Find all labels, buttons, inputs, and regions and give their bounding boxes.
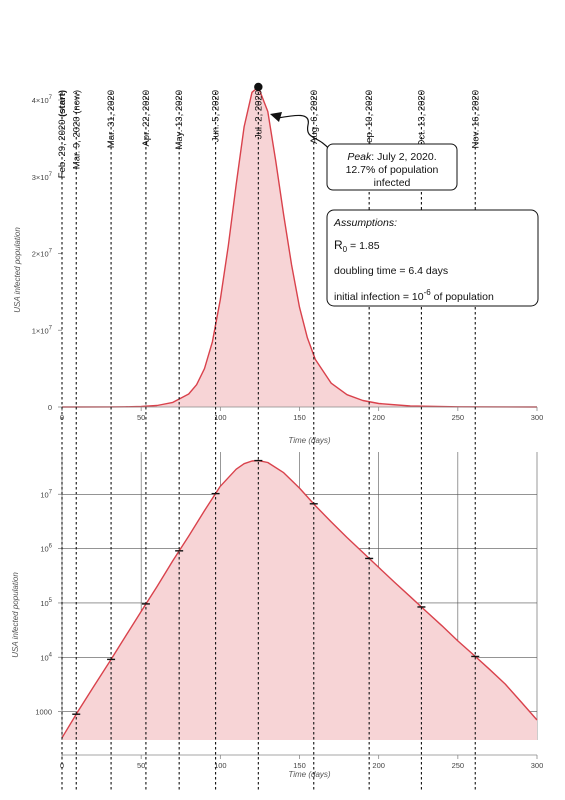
y-tick-label: 1000 <box>35 708 52 717</box>
date-marker-labels: Feb. 29, 2020 (start) Mar. 9, 2020 (now) M… <box>57 90 481 178</box>
y-tick-label: 2×107 <box>32 249 53 259</box>
date-label: Oct. 13, 2020 <box>416 90 427 147</box>
assumptions-title: Assumptions: <box>333 217 397 229</box>
peak-line-2: 12.7% of population <box>346 164 439 176</box>
peak-arrow <box>277 114 331 151</box>
x-tick-label: 300 <box>531 761 544 770</box>
peak-annotation: Peak: July 2, 2020. 12.7% of population … <box>270 112 458 191</box>
date-label: Aug. 6, 2020 <box>309 90 320 144</box>
assumption-r0: R0 = 1.85 <box>334 238 380 254</box>
y-tick-label: 106 <box>40 544 52 554</box>
y-tick-label: 107 <box>40 489 52 499</box>
assumption-doubling: doubling time = 6.4 days <box>334 265 448 277</box>
x-axis-label: Time (days) <box>288 770 330 779</box>
y-tick-label: 3×107 <box>32 172 53 182</box>
x-tick-label: 250 <box>452 761 465 770</box>
assumptions-annotation: Assumptions: R0 = 1.85 doubling time = 6… <box>326 209 539 307</box>
date-label: Apr. 22, 2020 <box>141 90 152 147</box>
log-scale-panel: 0 50 100 150 200 250 300 1000 104 105 106 107 Time (… <box>11 452 543 779</box>
x-tick-label: 150 <box>293 761 306 770</box>
x-tick-label: 200 <box>372 761 385 770</box>
x-tick-label: 200 <box>372 413 385 422</box>
x-tick-label: 50 <box>137 413 145 422</box>
peak-line-3: infected <box>374 177 411 189</box>
y-axis-label: USA infected population <box>13 227 22 313</box>
peak-box <box>326 143 458 191</box>
x-tick-label: 150 <box>293 413 306 422</box>
x-axis-label: Time (days) <box>288 436 330 445</box>
y-tick-label: 4×107 <box>32 95 53 105</box>
x-tick-label: 250 <box>452 413 465 422</box>
y-tick-label: 105 <box>40 598 52 608</box>
assumption-initial: initial infection = 10-6 of population <box>334 288 494 303</box>
arrow-head-icon <box>270 112 282 122</box>
date-label: Nov. 16, 2020 <box>470 90 481 148</box>
date-label: Mar. 9, 2020 (now) <box>71 90 82 169</box>
x-tick-label: 0 <box>60 761 64 770</box>
date-label: Feb. 29, 2020 (start) <box>57 90 68 178</box>
x-tick-label: 100 <box>214 761 227 770</box>
date-label: Mar. 31, 2020 <box>106 90 117 148</box>
y-tick-label: 1×107 <box>32 325 53 335</box>
series-fill <box>62 460 537 740</box>
date-label: Jun. 5, 2020 <box>211 90 222 142</box>
peak-marker <box>254 82 263 92</box>
x-tick-label: 100 <box>214 413 227 422</box>
peak-line-1: Peak: July 2, 2020. <box>347 151 436 163</box>
date-label: May. 13, 2020 <box>174 90 185 150</box>
linear-scale-panel: 05010015020025030001×1072×1073×1074×107T… <box>13 82 544 445</box>
y-tick-label: 104 <box>40 652 52 662</box>
date-label: Sep. 10, 2020 <box>364 90 375 149</box>
x-tick-label: 50 <box>137 761 145 770</box>
assumptions-box <box>326 209 539 307</box>
date-label: Jul. 2, 2020 <box>253 90 264 139</box>
y-tick-label: 0 <box>48 403 52 412</box>
x-tick-label: 300 <box>531 413 544 422</box>
date-marker-lines <box>61 92 476 790</box>
series-fill <box>62 87 537 407</box>
y-axis-label: USA infected population <box>11 572 20 658</box>
